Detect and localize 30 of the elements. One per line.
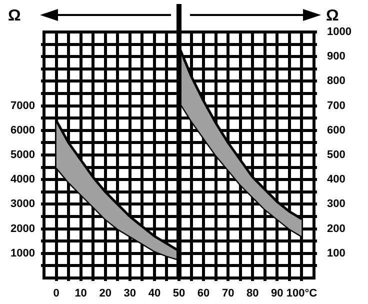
x-tick-label: 30 <box>124 288 136 300</box>
y-tick-label: 4000 <box>10 174 35 186</box>
y-tick-label: 5000 <box>10 149 35 162</box>
x-tick-label: 40 <box>148 288 161 300</box>
y-tick-label: 6000 <box>10 124 35 136</box>
y2-tick-label: 800 <box>327 75 346 88</box>
y-tick-label: 7000 <box>10 100 35 112</box>
y2-tick-label: 200 <box>327 222 346 235</box>
x-tick-label: 80 <box>246 288 259 300</box>
y-tick-label: 2000 <box>10 222 35 235</box>
y-axis-title: Ω <box>8 7 21 24</box>
x-tick-label: 20 <box>99 288 112 300</box>
x-tick-label: 90 <box>271 288 284 300</box>
x-tick-label: 70 <box>222 288 234 300</box>
y2-tick-label: 900 <box>327 50 346 63</box>
y2-tick-label: 100 <box>327 247 346 260</box>
y2-tick-label: 700 <box>327 100 346 112</box>
x-tick-label: 100°C <box>286 288 318 300</box>
y2-tick-label: 500 <box>327 149 346 162</box>
y2-tick-label: 600 <box>327 124 346 136</box>
x-tick-label: 0 <box>53 288 60 300</box>
y2-tick-label: 300 <box>327 198 346 210</box>
y-tick-label: 1000 <box>10 247 35 260</box>
y2-tick-label: 400 <box>327 174 346 186</box>
y-tick-label: 3000 <box>10 198 35 210</box>
y2-axis-title: Ω <box>326 7 339 24</box>
x-tick-label: 50 <box>172 288 186 300</box>
x-tick-label: 60 <box>197 288 210 300</box>
x-tick-label: 10 <box>74 288 87 300</box>
y2-tick-label: 1000 <box>327 26 352 38</box>
